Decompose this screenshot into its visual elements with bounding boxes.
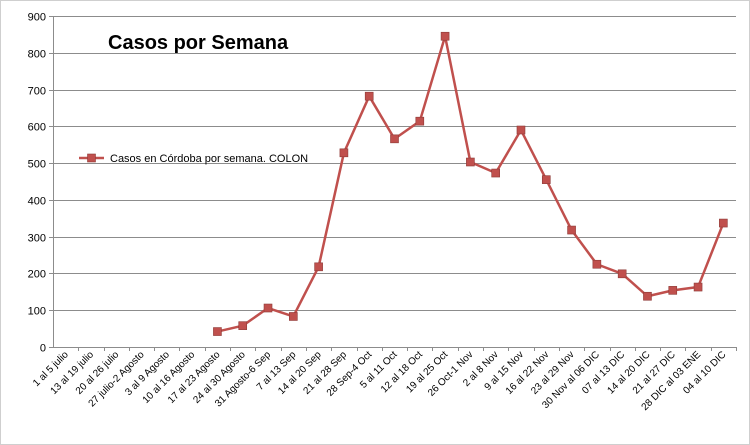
data-point: [592, 259, 602, 269]
data-point: [567, 225, 576, 235]
legend: Casos en Córdoba por semana. COLON: [79, 153, 308, 165]
data-point: [617, 269, 627, 279]
y-tick-label: 300: [28, 233, 46, 245]
legend-label: Casos en Córdoba por semana. COLON: [110, 153, 308, 165]
y-tick-label: 900: [28, 12, 46, 24]
y-tick-label: 600: [28, 122, 46, 134]
y-tick-label: 400: [28, 196, 46, 208]
data-point: [263, 303, 273, 313]
data-point: [719, 218, 728, 228]
data-point: [491, 168, 500, 178]
data-point: [289, 312, 298, 321]
data-point: [213, 327, 222, 336]
data-point: [364, 91, 374, 101]
data-point: [693, 282, 703, 292]
data-point: [415, 116, 425, 126]
data-point: [541, 175, 551, 184]
y-tick-label: 500: [28, 159, 46, 171]
gridlines: [53, 16, 736, 311]
data-point: [339, 148, 349, 158]
data-point: [516, 125, 526, 135]
data-point: [390, 134, 399, 144]
legend-marker: [87, 153, 96, 163]
chart-title: Casos por Semana: [108, 32, 289, 54]
y-tick-label: 200: [28, 269, 46, 281]
data-point: [440, 31, 450, 41]
y-tick-label: 0: [40, 343, 46, 355]
y-tick-label: 800: [28, 49, 46, 61]
data-point: [643, 291, 652, 301]
y-tick-labels: 0 100 200 300 400 500 600 700 800 900: [28, 12, 46, 355]
data-point: [314, 262, 323, 272]
data-point: [466, 157, 475, 167]
series: [213, 31, 728, 336]
y-tick-label: 700: [28, 86, 46, 98]
axes: [49, 16, 737, 351]
data-point: [238, 321, 248, 330]
y-tick-label: 100: [28, 306, 46, 318]
data-point: [668, 286, 678, 295]
